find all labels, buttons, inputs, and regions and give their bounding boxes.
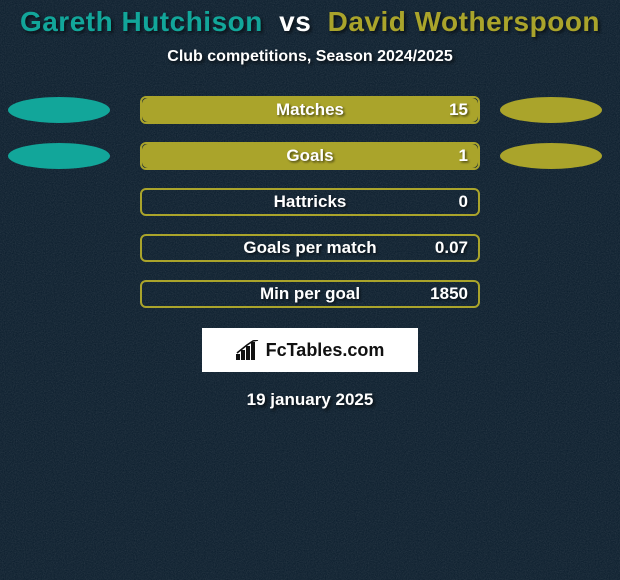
right-ellipse [500,97,602,123]
chart-icon [236,340,260,360]
subtitle: Club competitions, Season 2024/2025 [167,48,452,66]
stat-value: 15 [449,100,468,120]
stat-label: Hattricks [274,192,347,212]
stat-row: Hattricks 0 [0,188,620,216]
stat-bar: Goals per match 0.07 [140,234,480,262]
left-ellipse [8,97,110,123]
vs-text: vs [271,6,319,37]
stat-value: 1850 [430,284,468,304]
stat-row: Goals 1 [0,142,620,170]
stat-bar: Hattricks 0 [140,188,480,216]
stats-rows: Matches 15 Goals 1 Hattricks 0 Goals per match… [0,96,620,308]
player1-name: Gareth Hutchison [20,6,263,37]
stat-label: Goals [286,146,333,166]
stat-bar: Matches 15 [140,96,480,124]
stat-value: 0 [459,192,468,212]
logo-text: FcTables.com [266,340,385,361]
stat-value: 1 [459,146,468,166]
stat-bar: Min per goal 1850 [140,280,480,308]
date-text: 19 january 2025 [247,390,374,410]
left-ellipse [8,143,110,169]
stat-bar: Goals 1 [140,142,480,170]
stat-label: Min per goal [260,284,360,304]
logo-box: FcTables.com [202,328,418,372]
stat-row: Matches 15 [0,96,620,124]
stat-value: 0.07 [435,238,468,258]
stat-row: Min per goal 1850 [0,280,620,308]
stat-label: Goals per match [243,238,376,258]
right-ellipse [500,143,602,169]
stat-row: Goals per match 0.07 [0,234,620,262]
player2-name: David Wotherspoon [328,6,600,37]
stat-label: Matches [276,100,344,120]
page-title: Gareth Hutchison vs David Wotherspoon [20,6,600,38]
